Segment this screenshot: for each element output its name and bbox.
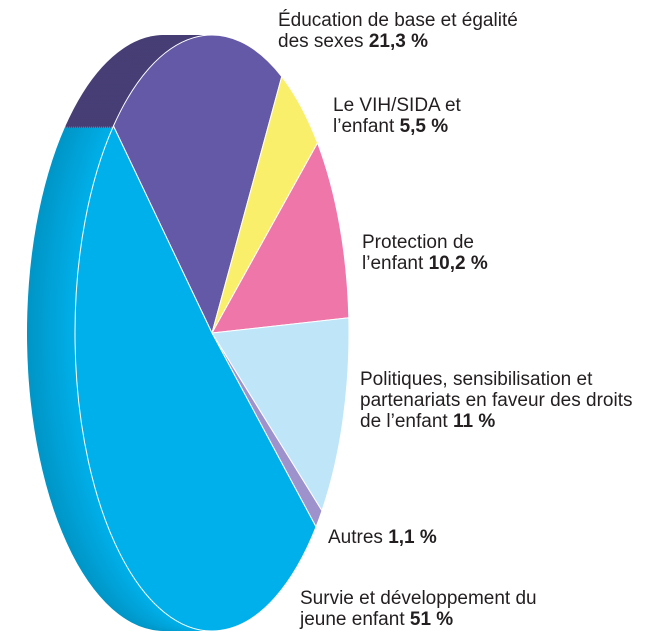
slice (112, 34, 283, 335)
slice (211, 141, 350, 334)
slice-label: Le VIH/SIDA et l’enfant 5,5 % (333, 95, 493, 137)
category-label: Autres (328, 527, 383, 548)
slice (211, 317, 350, 512)
category-label: Protection de l’enfant (362, 232, 474, 274)
slice-label: Autres 1,1 % (328, 527, 528, 548)
category-label: Éducation de base et égalité des sexes (278, 10, 518, 52)
category-label: Survie et développement du jeune enfant (300, 588, 537, 630)
slice-label: Protection de l’enfant 10,2 % (362, 232, 527, 274)
slice-label: Éducation de base et égalité des sexes 2… (278, 10, 528, 52)
slice-label: Survie et développement du jeune enfant … (300, 588, 560, 630)
value-label: 1,1 % (388, 527, 437, 548)
value-label: 5,5 % (399, 116, 449, 137)
value-label: 51 % (409, 609, 454, 630)
category-label: Le VIH/SIDA et l’enfant (333, 95, 461, 137)
category-label: Politiques, sensibilisation et partenari… (360, 369, 633, 432)
value-label: 10,2 % (428, 253, 488, 274)
slice-label: Politiques, sensibilisation et partenari… (360, 369, 640, 432)
value-label: 21,3 % (368, 31, 428, 52)
value-label: 11 % (452, 411, 496, 432)
slice (74, 124, 317, 632)
